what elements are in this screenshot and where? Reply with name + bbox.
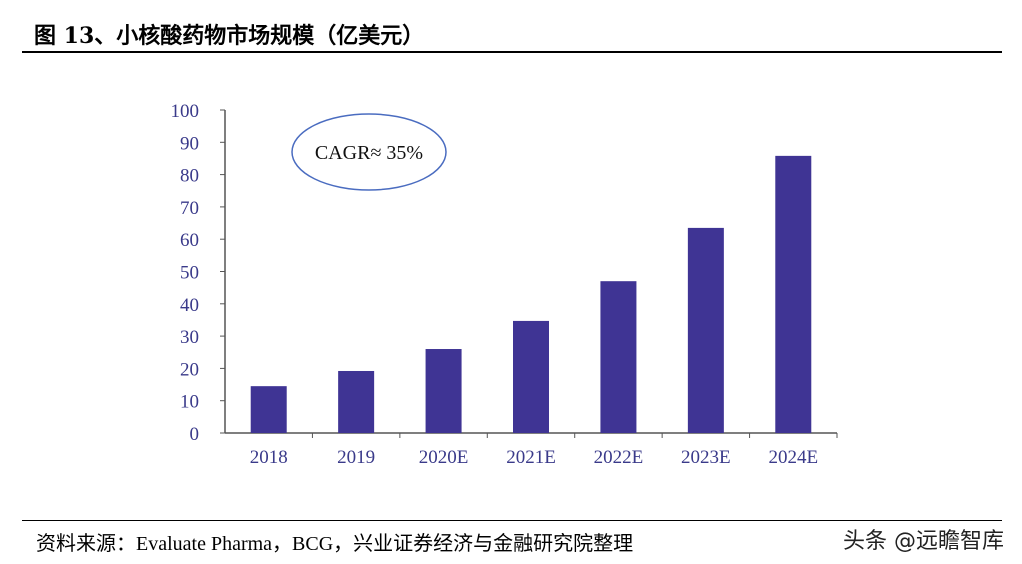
bar-2018: [250, 386, 287, 433]
x-tick-label: 2023E: [681, 447, 731, 468]
y-tick-label: 40: [180, 295, 199, 316]
y-tick-label: 60: [180, 230, 199, 251]
y-tick-label: 70: [180, 198, 199, 219]
y-tick-label: 50: [180, 263, 199, 284]
y-tick-label: 90: [180, 133, 199, 154]
footer-divider: [22, 520, 1002, 521]
bar-2022E: [600, 281, 637, 433]
y-tick-label: 10: [180, 392, 199, 413]
cagr-annotation: CAGR≈ 35%: [315, 142, 423, 164]
x-tick-label: 2024E: [768, 447, 818, 468]
bar-2021E: [513, 320, 549, 433]
y-tick-label: 0: [190, 424, 200, 445]
bar-2020E: [425, 349, 462, 433]
bar-2024E: [775, 155, 812, 433]
x-tick-label: 2020E: [419, 447, 469, 468]
y-tick-label: 20: [180, 359, 199, 380]
x-tick-label: 2019: [337, 447, 375, 468]
x-tick-label: 2021E: [506, 447, 556, 468]
x-tick-label: 2022E: [594, 447, 644, 468]
figure-title: 图 13、小核酸药物市场规模（亿美元）: [34, 23, 425, 49]
cagr-ellipse: [291, 113, 447, 191]
bar-2019: [338, 370, 375, 433]
title-divider: [22, 51, 1002, 53]
watermark: 头条 @远瞻智库: [843, 529, 1004, 554]
y-tick-label: 80: [180, 166, 199, 187]
x-tick-label: 2018: [250, 447, 288, 468]
y-tick-label: 100: [171, 101, 200, 122]
bar-2023E: [687, 227, 724, 433]
y-tick-label: 30: [180, 327, 199, 348]
source-note: 资料来源：Evaluate Pharma，BCG，兴业证券经济与金融研究院整理: [36, 533, 634, 555]
